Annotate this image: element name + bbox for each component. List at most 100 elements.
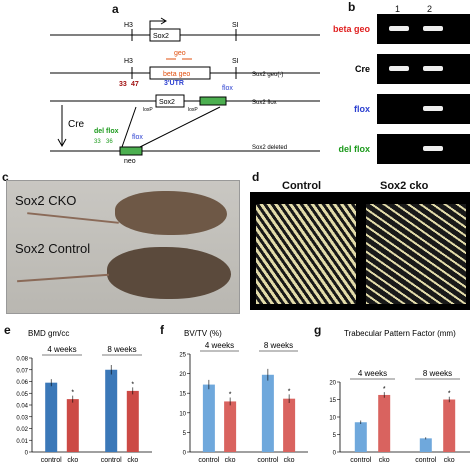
bar: [283, 398, 296, 452]
y-tick-label: 0: [25, 451, 29, 457]
bar: [354, 422, 367, 452]
x-category-label: cko: [127, 457, 138, 464]
sox2-box-label-3: Sox2: [159, 99, 175, 106]
group-label: 8 weeks: [423, 369, 452, 378]
significance-mark: *: [383, 386, 386, 393]
y-tick-label: 0.03: [16, 415, 28, 421]
lane-2-label: 2: [427, 4, 433, 14]
flox-label-4: flox: [132, 134, 143, 141]
y-tick-label: 0.05: [16, 392, 28, 398]
gel-row-label: Cre: [354, 64, 370, 74]
bar: [105, 369, 118, 452]
bar: [126, 390, 139, 452]
x-category-label: control: [350, 457, 371, 464]
panel-c-label: c: [2, 170, 9, 184]
microct-control-header: Control: [282, 180, 322, 192]
significance-mark: *: [288, 388, 291, 395]
mouse-control-body: [107, 247, 231, 299]
significance-mark: *: [448, 391, 451, 398]
si-label-1: SI: [232, 22, 239, 29]
x-category-label: cko: [225, 457, 236, 464]
bar: [224, 401, 237, 452]
gel-row-2: [377, 94, 470, 124]
x-category-label: control: [101, 457, 122, 464]
flox-label-3: flox: [222, 85, 233, 92]
panel-e-label: e: [4, 323, 11, 337]
y-tick-label: 0.01: [16, 439, 28, 445]
primer-33: 33: [119, 81, 127, 88]
primer-47: 47: [131, 81, 139, 88]
y-tick-label: 5: [333, 433, 337, 439]
microct-image: [250, 192, 470, 310]
track-2-name: Sox2 geo(-): [252, 72, 283, 78]
bar: [202, 384, 215, 452]
gel-band: [423, 66, 443, 71]
si-label-2: SI: [232, 58, 239, 65]
bar-charts: BMD gm/cc 0 0.01 0.02 0.03 0.04 0.05 0.06 0.07 0.…: [16, 329, 470, 464]
loxp-label-2: loxP: [188, 107, 198, 113]
y-tick-label: 25: [179, 353, 186, 359]
microct-cko-header: Sox2 cko: [380, 180, 429, 192]
microct-control-bone: [256, 204, 356, 304]
y-tick-label: 15: [329, 398, 336, 404]
gel-band: [423, 146, 443, 151]
x-category-label: control: [198, 457, 219, 464]
cre-arrow-label: Cre: [68, 119, 85, 130]
y-tick-label: 10: [179, 411, 186, 417]
significance-mark: *: [71, 390, 74, 397]
mouse-cko-label: Sox2 CKO: [15, 193, 77, 208]
y-tick-label: 0.08: [16, 357, 28, 363]
x-category-label: cko: [67, 457, 78, 464]
chart-title: BMD gm/cc: [28, 329, 69, 338]
mouse-cko-body: [115, 191, 227, 235]
mouse-photo: Sox2 CKO Sox2 Control: [6, 180, 240, 314]
x-category-label: cko: [379, 457, 390, 464]
x-category-label: control: [41, 457, 62, 464]
bar: [261, 374, 274, 452]
del-flox-label: del flox: [94, 128, 119, 135]
gel-row-label: del flox: [338, 144, 370, 154]
h3-label-2: H3: [124, 58, 133, 65]
y-tick-label: 20: [329, 381, 336, 387]
lane-1-label: 1: [395, 4, 401, 14]
beta-geo-label: beta geo: [163, 71, 190, 78]
y-tick-label: 0.07: [16, 368, 28, 374]
panel-f-label: f: [160, 323, 164, 337]
y-tick-label: 10: [329, 416, 336, 422]
utr-label: 3'UTR: [164, 80, 184, 87]
group-label: 4 weeks: [47, 345, 76, 354]
microct-cko-bone: [366, 204, 466, 304]
y-tick-label: 5: [183, 431, 187, 437]
panel-a-label: a: [112, 2, 119, 16]
group-label: 8 weeks: [107, 345, 136, 354]
gel-row-1: [377, 54, 470, 84]
neo-label: neo: [124, 158, 136, 165]
primer-33-del: 33: [94, 139, 101, 145]
gel-row-3: [377, 134, 470, 164]
gel-band: [423, 26, 443, 31]
x-category-label: control: [415, 457, 436, 464]
geo-label: geo: [174, 50, 186, 57]
bar: [45, 382, 58, 452]
bar: [443, 399, 456, 452]
gel-row-0: [377, 14, 470, 44]
x-category-label: cko: [284, 457, 295, 464]
chart-title: BV/TV (%): [184, 329, 222, 338]
gel-band: [389, 26, 409, 31]
gel-row-label: beta geo: [332, 24, 370, 34]
group-label: 4 weeks: [358, 369, 387, 378]
sox2-box-label-1: Sox2: [153, 33, 169, 40]
gel-band: [423, 106, 443, 111]
y-tick-label: 0.04: [16, 404, 28, 410]
chart-title: Trabecular Pattern Factor (mm): [344, 329, 456, 338]
track-3-name: Sox2 flox: [252, 100, 277, 106]
bar: [66, 399, 79, 452]
panel-b-label: b: [348, 0, 356, 14]
y-tick-label: 0.06: [16, 380, 28, 386]
bar: [419, 438, 432, 452]
track-4-name: Sox2 deleted: [252, 145, 287, 151]
construct-diagram: H3 Sox2 SI H3 geo beta geo SI Sox2 geo(-…: [50, 17, 320, 165]
loxp-label-1: loxP: [143, 107, 153, 113]
x-category-label: control: [257, 457, 278, 464]
x-category-label: cko: [444, 457, 455, 464]
